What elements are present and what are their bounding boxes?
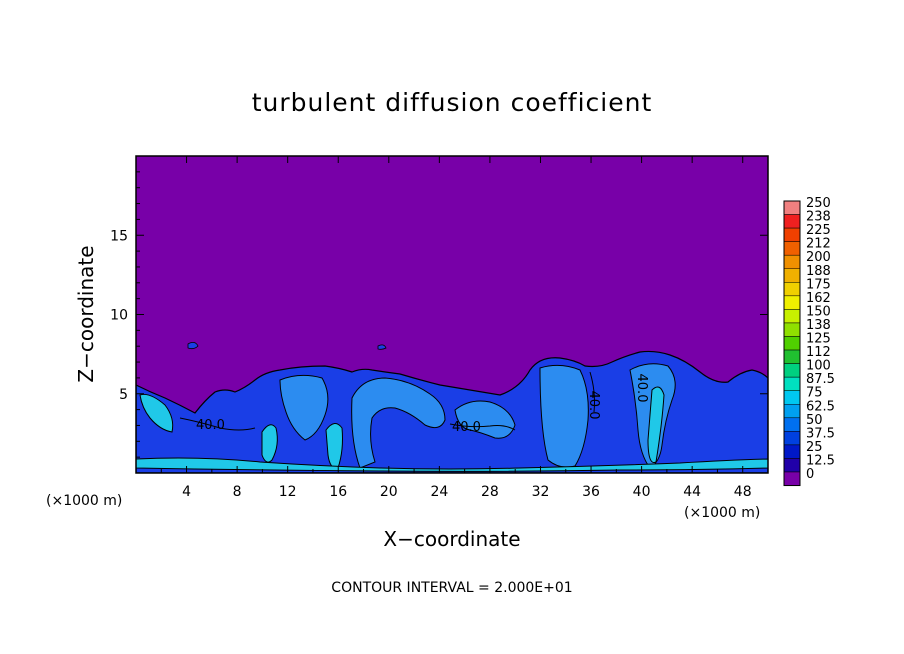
colorbar-label: 100: [806, 359, 831, 374]
colorbar-label: 87.5: [806, 372, 835, 387]
x-tick-label: 48: [734, 484, 752, 500]
colorbar-label: 250: [806, 196, 831, 211]
heatmap-field: [136, 342, 768, 473]
colorbar-swatch: [783, 376, 801, 391]
colorbar-swatch: [783, 417, 801, 432]
colorbar-swatch: [783, 309, 801, 324]
colorbar-label: 138: [806, 318, 831, 333]
x-tick-label: 24: [430, 484, 448, 500]
contour-label: 40.0: [586, 391, 601, 420]
colorbar-label: 75: [806, 386, 823, 401]
strong-core-5: [279, 374, 329, 441]
x-tick-label: 44: [683, 484, 701, 500]
contour-interval-note: CONTOUR INTERVAL = 2.000E+01: [331, 580, 572, 596]
small-blob-2: [377, 344, 387, 350]
colorbar-label: 0: [806, 467, 814, 482]
colorbar-label: 238: [806, 210, 831, 225]
contour-line-3: [589, 371, 595, 413]
y-tick-label: 10: [110, 308, 128, 324]
colorbar-label: 162: [806, 291, 831, 306]
x-tick-label: 32: [532, 484, 550, 500]
colorbar-swatch: [783, 390, 801, 405]
contour-label: 40.0: [196, 418, 225, 433]
colorbar-swatch: [783, 227, 801, 242]
x-tick-label: 28: [481, 484, 499, 500]
colorbar-swatch: [783, 363, 801, 378]
x-unit-left: (×1000 m): [46, 493, 122, 509]
x-tick-label: 16: [329, 484, 347, 500]
colorbar-label: 12.5: [806, 453, 835, 468]
colorbar-swatch: [783, 349, 801, 364]
x-unit-right: (×1000 m): [684, 505, 760, 521]
colorbar-label: 37.5: [806, 426, 835, 441]
contour-label: 40.0: [452, 420, 481, 435]
strong-core-2: [454, 400, 516, 439]
colorbar-label: 125: [806, 332, 831, 347]
colorbar-swatch: [783, 200, 801, 215]
colorbar-label: 188: [806, 264, 831, 279]
colorbar-swatch: [783, 431, 801, 446]
colorbar-swatch: [783, 282, 801, 297]
colorbar-swatch: [783, 322, 801, 337]
peak-streak-2: [325, 423, 343, 469]
x-tick-label: 36: [582, 484, 600, 500]
colorbar-label: 212: [806, 237, 831, 252]
colorbar-label: 150: [806, 304, 831, 319]
contour-label: 40.0: [634, 374, 649, 403]
colorbar-label: 175: [806, 277, 831, 292]
y-axis-label: Z−coordinate: [74, 245, 98, 382]
x-tick-label: 12: [279, 484, 297, 500]
peak-streak-4: [139, 394, 174, 433]
colorbar-label: 25: [806, 440, 823, 455]
strong-core-3: [539, 364, 589, 468]
colorbar-swatch: [783, 444, 801, 459]
colorbar-swatch: [783, 458, 801, 473]
x-axis: 4 8 12 16 20 24 28 32 36 40 44 48: [160, 156, 752, 500]
colorbar-swatch: [783, 241, 801, 256]
y-axis: 5 10 15: [110, 171, 768, 458]
colorbar-swatch: [783, 268, 801, 283]
colorbar-label: 62.5: [806, 399, 835, 414]
colorbar-label: 50: [806, 413, 823, 428]
x-tick-label: 40: [633, 484, 651, 500]
colorbar-swatch: [783, 214, 801, 229]
strong-core-1: [351, 377, 446, 469]
y-tick-label: 5: [119, 387, 128, 403]
x-tick-label: 8: [233, 484, 242, 500]
colorbar-swatch: [783, 336, 801, 351]
x-tick-label: 4: [182, 484, 191, 500]
colorbar-label: 200: [806, 250, 831, 265]
x-axis-label: X−coordinate: [383, 527, 520, 551]
x-tick-label: 20: [380, 484, 398, 500]
peak-streak-1: [261, 424, 278, 463]
chart-title: turbulent diffusion coefficient: [252, 88, 653, 117]
y-tick-label: 15: [110, 228, 128, 244]
colorbar-swatch: [783, 295, 801, 310]
peak-streak-3: [647, 386, 665, 464]
surface-band: [136, 457, 768, 472]
contour-line-1: [179, 417, 256, 431]
colorbar-frame: [783, 200, 801, 487]
colorbar: 2502382252122001881751621501381251121008…: [783, 196, 835, 487]
colorbar-label: 112: [806, 345, 831, 360]
colorbar-swatch: [783, 471, 801, 486]
small-blob-1: [187, 342, 199, 350]
contour-line-2: [449, 423, 516, 431]
colorbar-label: 225: [806, 223, 831, 238]
colorbar-swatch: [783, 254, 801, 269]
colorbar-swatch: [783, 404, 801, 419]
